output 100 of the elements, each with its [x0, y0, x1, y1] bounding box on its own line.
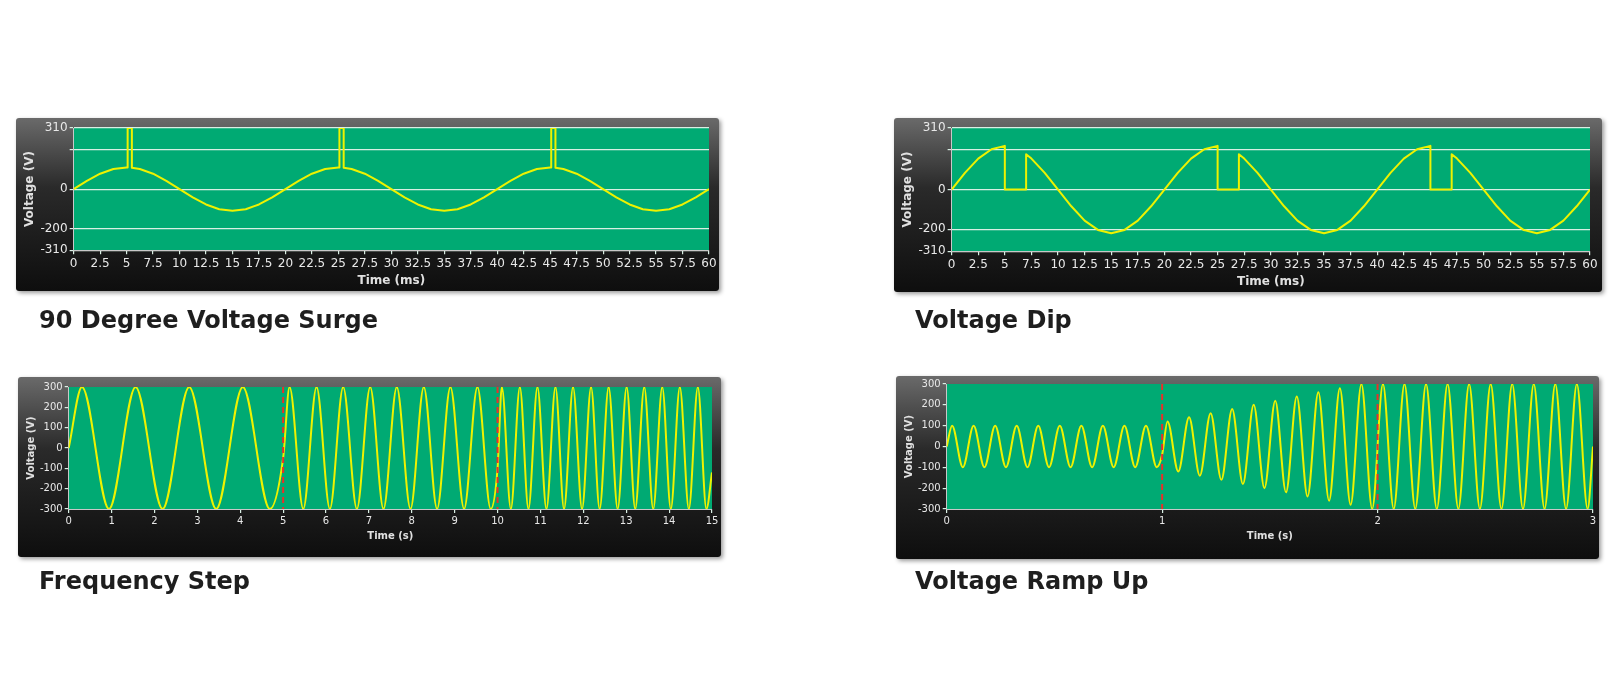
- x-tick-label: 5: [279, 514, 287, 526]
- y-tick-label: 0: [56, 441, 63, 453]
- y-tick-label: 200: [921, 398, 941, 410]
- y-tick-label: 310: [44, 120, 68, 135]
- x-tick-label: 10: [1050, 256, 1066, 271]
- x-tick-label: 40: [1369, 256, 1385, 271]
- x-tick-label: 55: [648, 255, 664, 270]
- x-axis-title: Time (s): [367, 529, 414, 541]
- y-tick-label: 100: [43, 421, 63, 433]
- y-tick-label: -200: [918, 221, 946, 236]
- text: Frequency Step: [39, 567, 251, 595]
- x-tick-label: 4: [237, 514, 244, 526]
- x-tick-label: 50: [595, 255, 611, 270]
- x-tick-label: 22.5: [298, 255, 326, 270]
- line-series: [946, 384, 1593, 509]
- y-tick-label: -310: [40, 242, 68, 257]
- x-tick-label: 35: [436, 255, 452, 270]
- x-axis-title: Time (ms): [357, 272, 426, 287]
- x-tick-label: 2.5: [90, 255, 110, 270]
- x-tick-label: 13: [619, 514, 633, 526]
- x-tick-label: 27.5: [351, 255, 379, 270]
- x-tick-label: 25: [1209, 256, 1226, 271]
- line-series: [68, 387, 712, 509]
- x-tick-label: 32.5: [404, 255, 432, 270]
- x-tick-label: 1: [108, 514, 115, 526]
- x-tick-label: 60: [701, 255, 717, 270]
- y-tick-label: 0: [937, 181, 946, 196]
- y-tick-label: 0: [934, 440, 941, 452]
- x-tick-label: 10: [491, 514, 504, 526]
- x-tick-label: 55: [1529, 256, 1545, 271]
- x-tick-label: 35: [1316, 256, 1332, 271]
- x-tick-label: 5: [1001, 256, 1009, 271]
- x-tick-label: 10: [171, 255, 188, 270]
- x-tick-label: 17.5: [245, 255, 273, 270]
- y-tick-label: -200: [917, 481, 941, 493]
- y-tick-label: 0: [59, 181, 68, 196]
- y-tick-label: -100: [917, 460, 941, 472]
- y-tick-label: 300: [921, 377, 941, 389]
- x-tick-label: 12.5: [1071, 256, 1098, 271]
- x-tick-label: 30: [1263, 256, 1279, 271]
- y-tick-label: -300: [39, 502, 63, 514]
- y-axis-title: Voltage (V): [900, 151, 915, 228]
- x-tick-label: 37.5: [1337, 256, 1364, 271]
- x-tick-label: 45: [542, 255, 558, 270]
- x-tick-label: 5: [122, 255, 131, 270]
- x-tick-label: 32.5: [1284, 256, 1311, 271]
- x-tick-label: 40: [489, 255, 505, 270]
- text: Voltage Ramp Up: [915, 567, 1149, 595]
- x-tick-label: 47.5: [1443, 256, 1471, 271]
- x-tick-label: 22.5: [1177, 256, 1205, 271]
- x-tick-label: 8: [408, 514, 415, 526]
- x-tick-label: 52.5: [1496, 256, 1524, 271]
- x-tick-label: 27.5: [1230, 256, 1258, 271]
- x-axis-title: Time (s): [1246, 529, 1293, 541]
- x-tick-label: 6: [322, 514, 330, 526]
- x-tick-label: 47.5: [563, 255, 590, 270]
- x-tick-label: 3: [194, 514, 201, 526]
- x-tick-label: 7: [365, 514, 373, 526]
- y-tick-label: -200: [39, 482, 63, 494]
- x-tick-label: 0: [69, 255, 78, 270]
- x-tick-label: 15: [1103, 256, 1119, 271]
- x-tick-label: 9: [451, 514, 458, 526]
- x-tick-label: 30: [383, 255, 399, 270]
- x-tick-label: 3: [1589, 514, 1597, 526]
- x-tick-label: 7.5: [143, 255, 163, 270]
- y-tick-label: 100: [921, 419, 941, 431]
- x-tick-label: 11: [534, 514, 547, 526]
- x-tick-label: 52.5: [616, 255, 643, 270]
- x-tick-label: 25: [330, 255, 347, 270]
- text: 90 Degree Voltage Surge: [39, 306, 378, 334]
- x-tick-label: 42.5: [510, 255, 538, 270]
- x-tick-label: 20: [1156, 256, 1173, 271]
- x-tick-label: 0: [947, 256, 956, 271]
- x-tick-label: 1: [1158, 514, 1166, 526]
- x-tick-label: 42.5: [1390, 256, 1418, 271]
- x-tick-label: 15: [224, 255, 241, 270]
- x-tick-label: 57.5: [1550, 256, 1577, 271]
- x-axis-title: Time (ms): [1236, 273, 1305, 288]
- x-tick-label: 12: [576, 514, 590, 526]
- y-tick-label: 310: [922, 120, 946, 135]
- x-tick-label: 45: [1422, 256, 1439, 271]
- x-tick-label: 7.5: [1021, 256, 1041, 271]
- x-tick-label: 12.5: [192, 255, 220, 270]
- x-tick-label: 50: [1475, 256, 1492, 271]
- x-tick-label: 20: [277, 255, 294, 270]
- text: Voltage Dip: [915, 306, 1072, 334]
- x-tick-label: 2: [151, 514, 158, 526]
- y-tick-label: -200: [40, 220, 68, 235]
- y-tick-label: -100: [39, 461, 63, 473]
- x-tick-label: 37.5: [457, 255, 485, 270]
- y-axis-title: Voltage (V): [22, 151, 37, 228]
- x-tick-label: 2: [1374, 514, 1381, 526]
- x-tick-label: 14: [662, 514, 676, 526]
- x-tick-label: 15: [705, 514, 719, 526]
- y-axis-title: Voltage (V): [24, 416, 36, 480]
- x-tick-label: 60: [1582, 256, 1598, 271]
- y-axis-title: Voltage (V): [902, 414, 914, 479]
- y-tick-label: -300: [917, 502, 941, 514]
- y-tick-label: -310: [918, 243, 946, 258]
- x-tick-label: 2.5: [968, 256, 988, 271]
